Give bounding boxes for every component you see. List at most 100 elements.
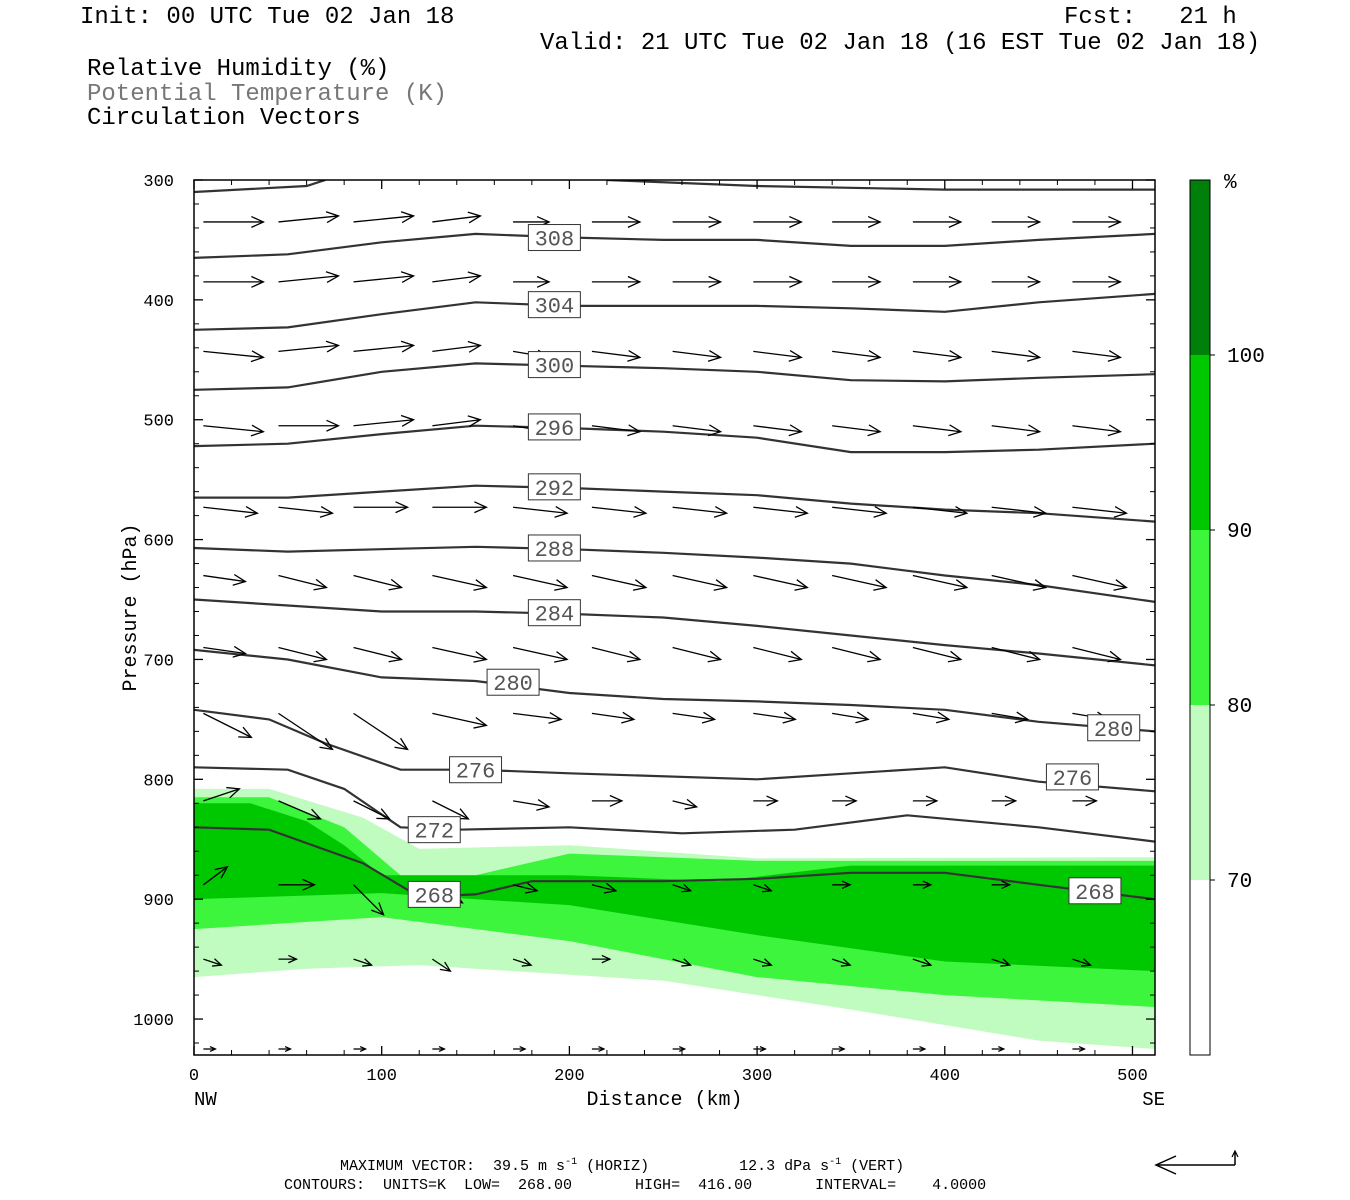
circulation-vector [203,505,259,518]
circulation-vector [753,275,803,288]
field-rh: Relative Humidity (%) [87,56,390,83]
circulation-vector [203,275,265,288]
field-vectors: Circulation Vectors [87,105,361,132]
circulation-vector [832,795,858,807]
contour-label-304-0: 304 [535,295,575,320]
circulation-vector [1072,275,1122,288]
colorbar-swatch [1190,530,1210,705]
circulation-vector [353,646,404,663]
valid-time: Valid: 21 UTC Tue 02 Jan 18 (16 EST Tue … [540,30,1261,57]
contour-label-308-0: 308 [535,228,575,253]
circulation-vector [591,574,648,591]
contour-label-276-1: 276 [1053,767,1093,792]
x-tick-label: 500 [1117,1067,1148,1086]
contour-label-box-280-1 [1087,714,1141,742]
circulation-vector [432,501,488,514]
y-tick-label: 1000 [133,1012,174,1031]
circulation-vector [591,954,612,964]
theta-contour-edge-12 [606,180,1155,191]
x-tick-label: 400 [929,1067,960,1086]
colorbar-frame [1189,179,1211,1056]
circulation-vector [832,215,882,228]
circulation-vector [278,646,328,663]
circulation-vector [832,574,888,591]
circulation-vector [753,711,797,724]
circulation-vector [1072,1045,1086,1053]
circulation-vector [203,712,253,739]
circulation-vector [353,211,416,224]
circulation-vector [672,1045,687,1053]
circulation-vector [278,419,341,432]
circulation-vector [991,574,1048,591]
x-right-end-label: SE [1142,1089,1165,1111]
circulation-vector [432,646,488,663]
circulation-vector [278,211,341,224]
colorbar-label: 90 [1227,521,1252,544]
circulation-vector [912,958,933,967]
circulation-vector [832,424,882,437]
colorbar-label: 100 [1227,346,1265,369]
circulation-vector [353,800,391,820]
circulation-vector [591,882,618,894]
contour-label-268-1: 268 [1075,881,1115,906]
circulation-vector [353,271,416,284]
circulation-vector [591,215,642,228]
circulation-vector [672,711,717,724]
theta-contour-292 [194,484,1155,523]
circulation-vector [278,340,341,353]
contour-label-box-268-0 [407,880,461,908]
circulation-vector [512,958,533,967]
circulation-vector [991,958,1012,967]
circulation-vector [991,646,1042,663]
circulation-vector [278,954,299,964]
init-time: Init: 00 UTC Tue 02 Jan 18 [80,4,455,31]
y-tick-label: 300 [143,173,174,192]
max-vector-line: MAXIMUM VECTOR: 39.5 m s-1 (HORIZ) 12.3 … [340,1157,904,1175]
theta-contour-300 [194,362,1155,391]
circulation-vector [353,501,410,514]
circulation-vector [591,505,648,518]
circulation-vector [753,505,809,518]
colorbar-label: 80 [1227,696,1252,719]
x-tick-label: 200 [554,1067,585,1086]
y-tick-label: 600 [143,533,174,552]
circulation-vector [278,574,328,591]
max-vert-value: 12.3 dPa s [739,1158,830,1175]
max-vector-label: MAXIMUM VECTOR: [340,1158,476,1175]
x-tick-label: 300 [742,1067,773,1086]
y-tick-label: 700 [143,652,174,671]
circulation-vector [831,958,852,967]
y-axis-title: Pressure (hPa) [120,523,143,691]
circulation-vector [991,275,1042,288]
contour-label-box-300-0 [527,351,581,379]
circulation-vector [672,574,729,591]
circulation-vector [912,215,963,228]
circulation-vector [432,712,488,729]
circulation-vector [202,865,229,886]
circulation-vector [753,795,779,807]
circulation-vector [991,711,1030,724]
y-tick-label: 400 [143,293,174,312]
circulation-vector [1072,646,1122,663]
circulation-vector [432,211,482,224]
contour-label-276-0: 276 [456,760,496,785]
circulation-vector [512,882,539,894]
x-tick-label: 100 [366,1067,397,1086]
max-horiz-unit: (HORIZ) [586,1158,650,1175]
colorbar-swatch [1190,355,1210,530]
circulation-vector [912,275,963,288]
contour-label-box-308-0 [527,224,581,252]
circulation-vector [432,958,452,972]
circulation-vector [591,794,624,807]
contour-label-box-284-0 [527,599,581,627]
circulation-vector [672,350,723,362]
contour-label-292-0: 292 [535,477,575,502]
circulation-vector [912,795,939,807]
circulation-vector [203,424,265,437]
circulation-vector [672,275,723,288]
circulation-vector [672,883,693,893]
x-tick-label: 0 [189,1067,199,1086]
circulation-vector [278,712,334,751]
contour-label-box-296-0 [527,413,581,441]
